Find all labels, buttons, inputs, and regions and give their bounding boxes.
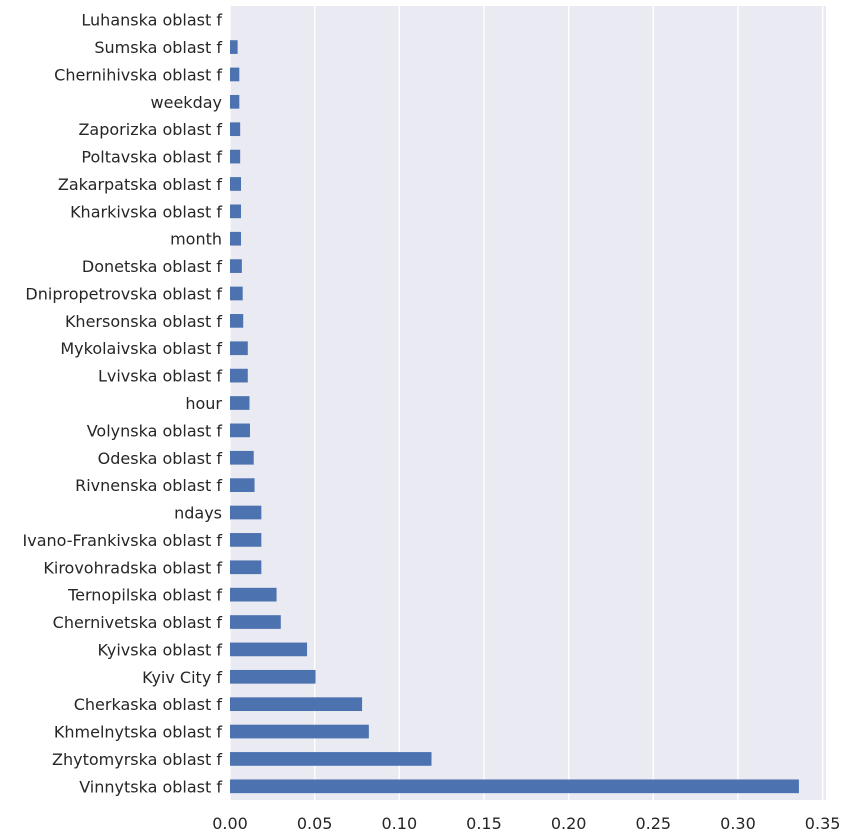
y-tick-label: Chernivetska oblast f — [53, 613, 223, 632]
plot-area — [230, 6, 826, 800]
y-tick-label: Luhanska oblast f — [81, 11, 222, 30]
bar — [230, 669, 316, 684]
y-tick-label: Ternopilska oblast f — [67, 586, 222, 605]
y-tick-label: Poltavska oblast f — [81, 148, 222, 167]
bar — [230, 67, 240, 82]
x-tick-label: 0.05 — [297, 814, 333, 833]
bar — [230, 697, 363, 712]
y-tick-label: Volynska oblast f — [87, 421, 223, 440]
y-tick-label: Khmelnytska oblast f — [54, 723, 222, 742]
y-tick-label: Kyivska oblast f — [98, 640, 223, 659]
y-tick-label: Chernihivska oblast f — [54, 65, 222, 84]
x-tick-label: 0.00 — [212, 814, 248, 833]
bar — [230, 423, 250, 438]
bar — [230, 40, 238, 54]
bar — [230, 94, 240, 109]
x-tick-labels: 0.00 0.05 0.10 0.15 0.20 0.25 0.30 0.35 — [212, 814, 840, 833]
bars — [230, 40, 799, 794]
y-tick-label: Khersonska oblast f — [65, 312, 222, 331]
bar — [230, 396, 250, 410]
bar — [230, 642, 308, 657]
y-tick-label: ndays — [174, 504, 222, 523]
bar — [230, 204, 242, 219]
y-tick-label: month — [170, 230, 222, 249]
y-tick-label: Sumska oblast f — [94, 38, 222, 57]
bar — [230, 587, 277, 602]
bar — [230, 779, 799, 794]
bar — [230, 724, 369, 739]
y-tick-label: weekday — [151, 93, 222, 112]
y-tick-label: Kharkivska oblast f — [70, 202, 222, 221]
bar — [230, 560, 262, 575]
bar — [230, 341, 248, 356]
bar — [230, 231, 242, 246]
x-tick-label: 0.30 — [720, 814, 756, 833]
y-tick-label: Vinnytska oblast f — [79, 777, 222, 796]
y-tick-label: Kirovohradska oblast f — [43, 558, 222, 577]
y-tick-label: Zhytomyrska oblast f — [52, 750, 222, 769]
y-tick-label: Rivnenska oblast f — [75, 476, 222, 495]
y-tick-label: Zakarpatska oblast f — [58, 175, 222, 194]
y-tick-label: Donetska oblast f — [82, 257, 222, 276]
bar — [230, 478, 255, 492]
grid-lines — [229, 6, 824, 800]
bar — [230, 368, 248, 383]
y-tick-label: hour — [185, 394, 222, 413]
bar — [230, 505, 262, 520]
y-tick-label: Cherkaska oblast f — [74, 695, 223, 714]
x-tick-label: 0.35 — [805, 814, 841, 833]
bar — [230, 286, 243, 301]
bar — [230, 149, 241, 164]
bar — [230, 314, 244, 328]
y-tick-label: Dnipropetrovska oblast f — [25, 284, 222, 303]
bar — [230, 615, 281, 629]
y-tick-label: Ivano-Frankivska oblast f — [23, 531, 223, 550]
y-tick-label: Zaporizka oblast f — [78, 120, 222, 139]
x-tick-label: 0.25 — [635, 814, 671, 833]
bar — [230, 122, 241, 137]
x-tick-label: 0.15 — [466, 814, 502, 833]
y-tick-label: Lvivska oblast f — [98, 367, 222, 386]
y-tick-label: Odeska oblast f — [98, 449, 223, 468]
x-tick-label: 0.20 — [551, 814, 587, 833]
bar — [230, 259, 242, 273]
y-tick-label: Mykolaivska oblast f — [60, 339, 222, 358]
bar — [230, 752, 432, 766]
bar — [230, 450, 254, 465]
x-tick-label: 0.10 — [382, 814, 418, 833]
y-tick-labels: Luhanska oblast f Sumska oblast f Chernihi… — [23, 11, 223, 797]
y-tick-label: Kyiv City f — [142, 668, 222, 687]
bar — [230, 177, 242, 191]
bar — [230, 533, 262, 547]
